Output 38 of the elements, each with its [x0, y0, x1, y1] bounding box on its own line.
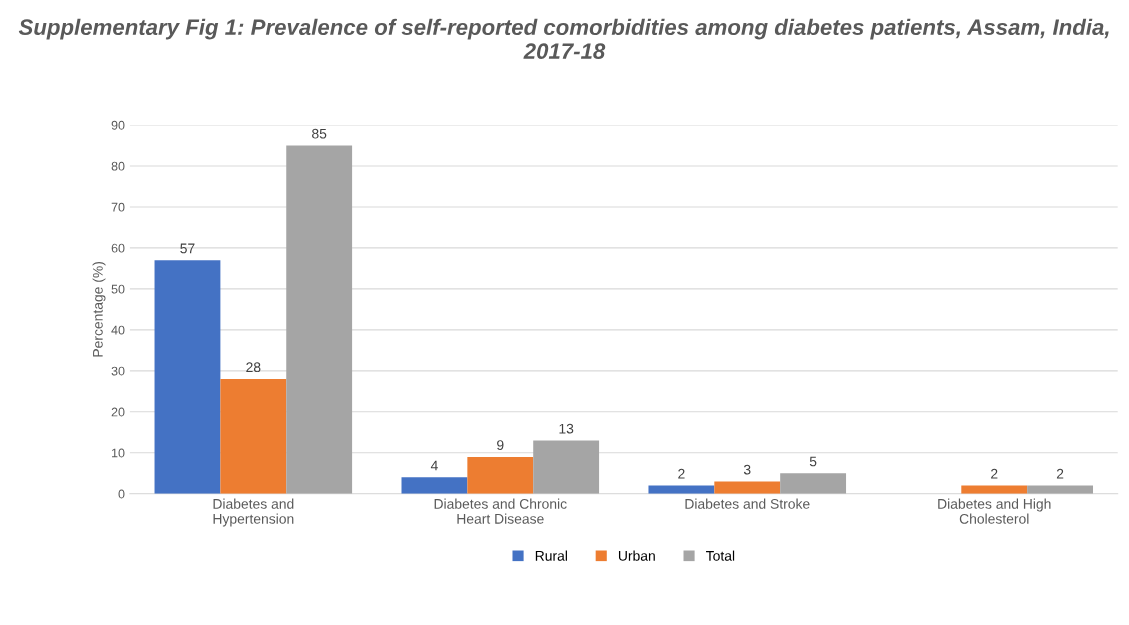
- data-label: 2: [991, 468, 998, 479]
- data-label: 28: [246, 362, 261, 373]
- chart-title: Supplementary Fig 1: Prevalence of self-reported comorbidities among diabetes patients, Assam, India, 2017-18: [18, 18, 1109, 60]
- data-label: 5: [809, 456, 817, 467]
- data-label: 57: [180, 243, 195, 254]
- x-tick-label: Diabetes and Hypertension: [213, 498, 294, 527]
- bar: [714, 481, 781, 494]
- y-tick-label: 90: [111, 120, 125, 130]
- bar: [467, 456, 534, 494]
- legend-label: Urban: [618, 550, 655, 561]
- data-label: 2: [678, 468, 685, 479]
- bar: [533, 440, 600, 494]
- bar: [401, 477, 468, 494]
- legend-label: Rural: [535, 550, 567, 561]
- data-label: 9: [497, 440, 504, 450]
- y-tick-label: 20: [111, 407, 125, 417]
- bar: [220, 379, 287, 494]
- x-tick-label: Diabetes and Stroke: [685, 498, 810, 509]
- y-axis-title: Percentage (%): [92, 261, 106, 357]
- data-label: 13: [559, 423, 574, 434]
- bar: [286, 145, 353, 494]
- y-tick-label: 80: [111, 161, 125, 171]
- bar: [154, 260, 221, 494]
- y-tick-label: 70: [111, 202, 125, 212]
- data-label: 4: [430, 460, 438, 471]
- y-tick-label: 60: [111, 243, 125, 253]
- x-tick-label: Diabetes and High Cholesterol: [938, 498, 1051, 524]
- data-label: 85: [312, 128, 327, 139]
- x-tick-label: Diabetes and Chronic Heart Disease: [434, 498, 567, 524]
- data-label: 3: [743, 464, 751, 475]
- y-tick-label: 10: [112, 448, 125, 458]
- bar: [780, 473, 847, 494]
- data-label: 2: [1056, 468, 1064, 479]
- y-tick-label: 50: [111, 284, 125, 294]
- y-tick-label: 0: [118, 489, 125, 499]
- y-tick-label: 30: [111, 366, 125, 376]
- y-tick-label: 40: [111, 325, 125, 335]
- legend-label: Total: [706, 550, 735, 561]
